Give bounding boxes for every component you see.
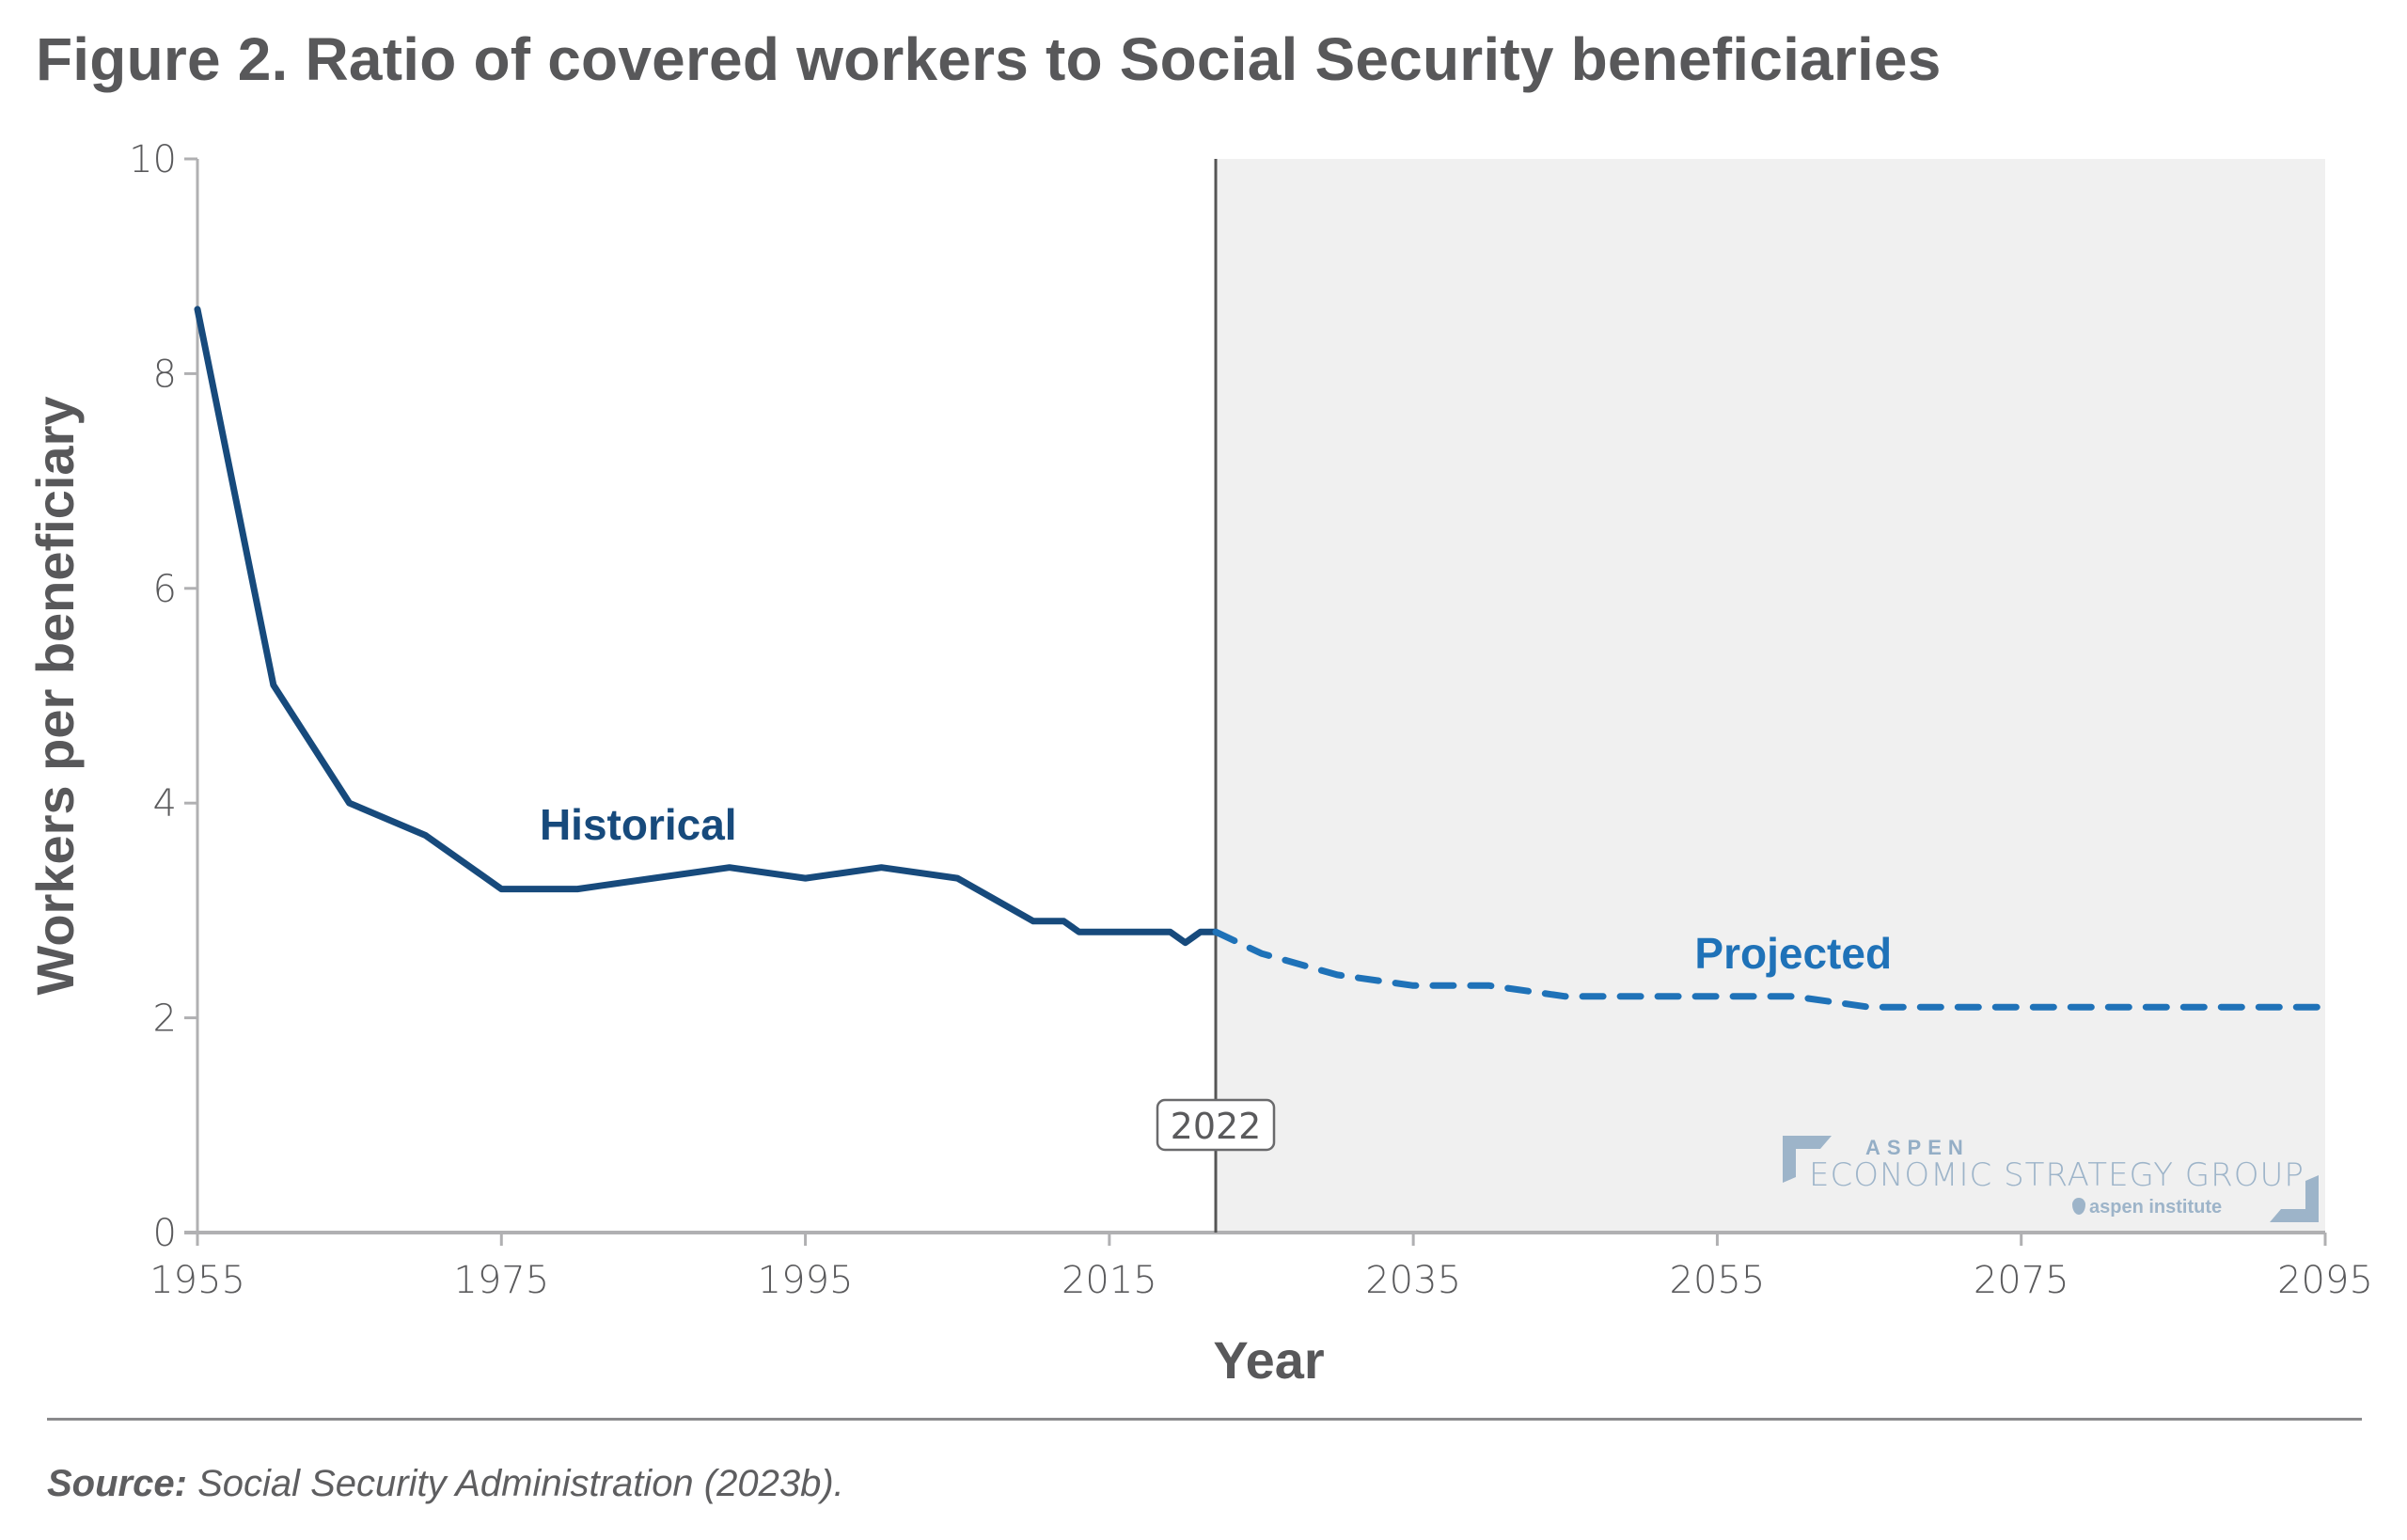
source-note: Source: Social Security Administration (… [47,1463,844,1505]
x-axis: 1955 1975 1995 2015 2035 2055 2075 2095 [149,1231,2373,1302]
logo-aspen-text: ASPEN [1865,1136,1970,1159]
x-tick-label: 2035 [1365,1259,1461,1302]
x-tick-label: 2075 [1974,1259,2069,1302]
aspen-esg-logo: ASPEN ECONOMIC STRATEGY GROUP aspen inst… [1783,1136,2319,1222]
y-tick-label: 0 [153,1212,177,1255]
series-layer: Historical Projected [194,306,2329,1011]
source-text: Social Security Administration (2023b). [197,1463,844,1504]
source-label: Source: [47,1463,187,1504]
x-tick-label: 1995 [758,1259,854,1302]
x-tick-label: 2055 [1670,1259,1766,1302]
y-tick-label: 4 [153,782,177,825]
x-tick-label: 1955 [149,1259,245,1302]
logo-corner-bracket-icon [1783,1136,1832,1183]
projection-shade [1216,159,2325,1233]
series-line-historical [194,306,1219,947]
y-tick-label: 8 [153,353,177,396]
y-axis: 0 2 4 6 8 10 [129,138,199,1255]
series-line-projected [1212,928,2329,1011]
x-tick-label: 2095 [2277,1259,2373,1302]
line-chart: 0 2 4 6 8 10 1955 1975 1995 2015 2035 2055 2075 2095… [25,138,2373,1390]
logo-institute-text: aspen institute [2089,1197,2223,1218]
aspen-leaf-icon [2072,1198,2085,1215]
series-label-historical: Historical [540,800,737,849]
series-label-projected: Projected [1694,929,1892,978]
projection-year-marker: 2022 [1156,1098,1276,1152]
y-tick-label: 2 [153,998,177,1041]
x-tick-label: 2015 [1062,1259,1157,1302]
projection-year-box [1156,1098,1276,1152]
figure-title: Figure 2. Ratio of covered workers to So… [36,25,1942,93]
y-tick-label: 6 [153,568,177,611]
x-axis-title: Year [1213,1330,1324,1390]
y-tick-label: 10 [129,138,177,181]
logo-esg-text: ECONOMIC STRATEGY GROUP [1809,1156,2305,1194]
x-tick-label: 1975 [453,1259,549,1302]
y-axis-title: Workers per beneficiary [25,396,85,995]
projection-year-label: 2022 [1171,1106,1262,1147]
logo-corner-bracket-icon [2270,1175,2319,1222]
footer-divider [47,1418,2362,1421]
